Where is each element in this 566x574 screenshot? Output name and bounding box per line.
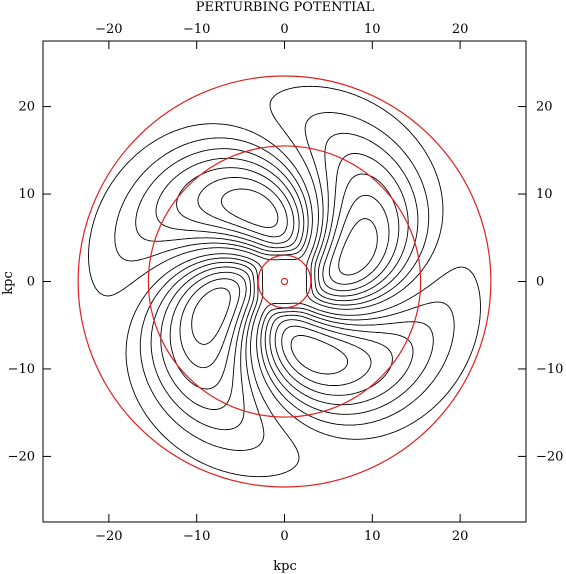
axis-ticks bbox=[43, 41, 526, 522]
positive-contour bbox=[139, 112, 430, 451]
x-tick-label-bottom: 10 bbox=[364, 529, 381, 544]
positive-contour bbox=[160, 153, 409, 410]
x-tick-label-bottom: 20 bbox=[452, 529, 469, 544]
y-axis-label: kpc bbox=[1, 271, 16, 294]
reference-circles bbox=[77, 75, 492, 488]
y-tick-label-left: 10 bbox=[18, 187, 35, 202]
negative-contour bbox=[220, 188, 349, 375]
positive-contour bbox=[179, 194, 390, 369]
x-tick-label-bottom: 0 bbox=[280, 529, 288, 544]
negative-contour bbox=[155, 157, 414, 406]
x-tick-label-top: −10 bbox=[183, 22, 210, 37]
y-tick-label-left: 20 bbox=[18, 100, 35, 115]
x-tick-label-top: −20 bbox=[95, 22, 122, 37]
x-axis-label: kpc bbox=[273, 559, 296, 574]
y-tick-label-left: 0 bbox=[27, 275, 35, 290]
positive-contour bbox=[191, 218, 378, 345]
x-tick-label-bottom: −20 bbox=[95, 529, 122, 544]
y-tick-label-left: −20 bbox=[8, 449, 35, 464]
chart-title: PERTURBING POTENTIAL bbox=[196, 0, 375, 15]
negative-contour bbox=[135, 148, 434, 415]
positive-contour bbox=[125, 85, 444, 478]
y-tick-label-left: −10 bbox=[8, 362, 35, 377]
y-tick-label-right: −20 bbox=[536, 449, 563, 464]
positive-contour bbox=[150, 132, 419, 431]
y-tick-label-right: 20 bbox=[536, 100, 553, 115]
plot-frame bbox=[42, 40, 527, 523]
reference-circle bbox=[257, 254, 312, 309]
reference-circle bbox=[147, 145, 422, 418]
reference-circle bbox=[77, 75, 492, 488]
x-tick-label-top: 20 bbox=[452, 22, 469, 37]
reference-circle bbox=[280, 277, 289, 286]
contour-lines bbox=[88, 85, 481, 478]
x-tick-label-bottom: −10 bbox=[183, 529, 210, 544]
x-tick-label-top: 0 bbox=[280, 22, 288, 37]
negative-contour bbox=[114, 137, 455, 426]
y-tick-label-right: 10 bbox=[536, 187, 553, 202]
positive-contour bbox=[169, 173, 400, 390]
negative-contour bbox=[88, 123, 481, 440]
axis-tick-labels: −20 −20 −10 −10 0 0 10 10 20 20 −20 −20 −10 −10 0 0 10 10… bbox=[8, 22, 564, 544]
negative-contour bbox=[197, 177, 372, 386]
x-tick-label-top: 10 bbox=[364, 22, 381, 37]
y-tick-label-right: 0 bbox=[536, 275, 544, 290]
y-tick-label-right: −10 bbox=[536, 362, 563, 377]
negative-contour bbox=[176, 167, 393, 396]
